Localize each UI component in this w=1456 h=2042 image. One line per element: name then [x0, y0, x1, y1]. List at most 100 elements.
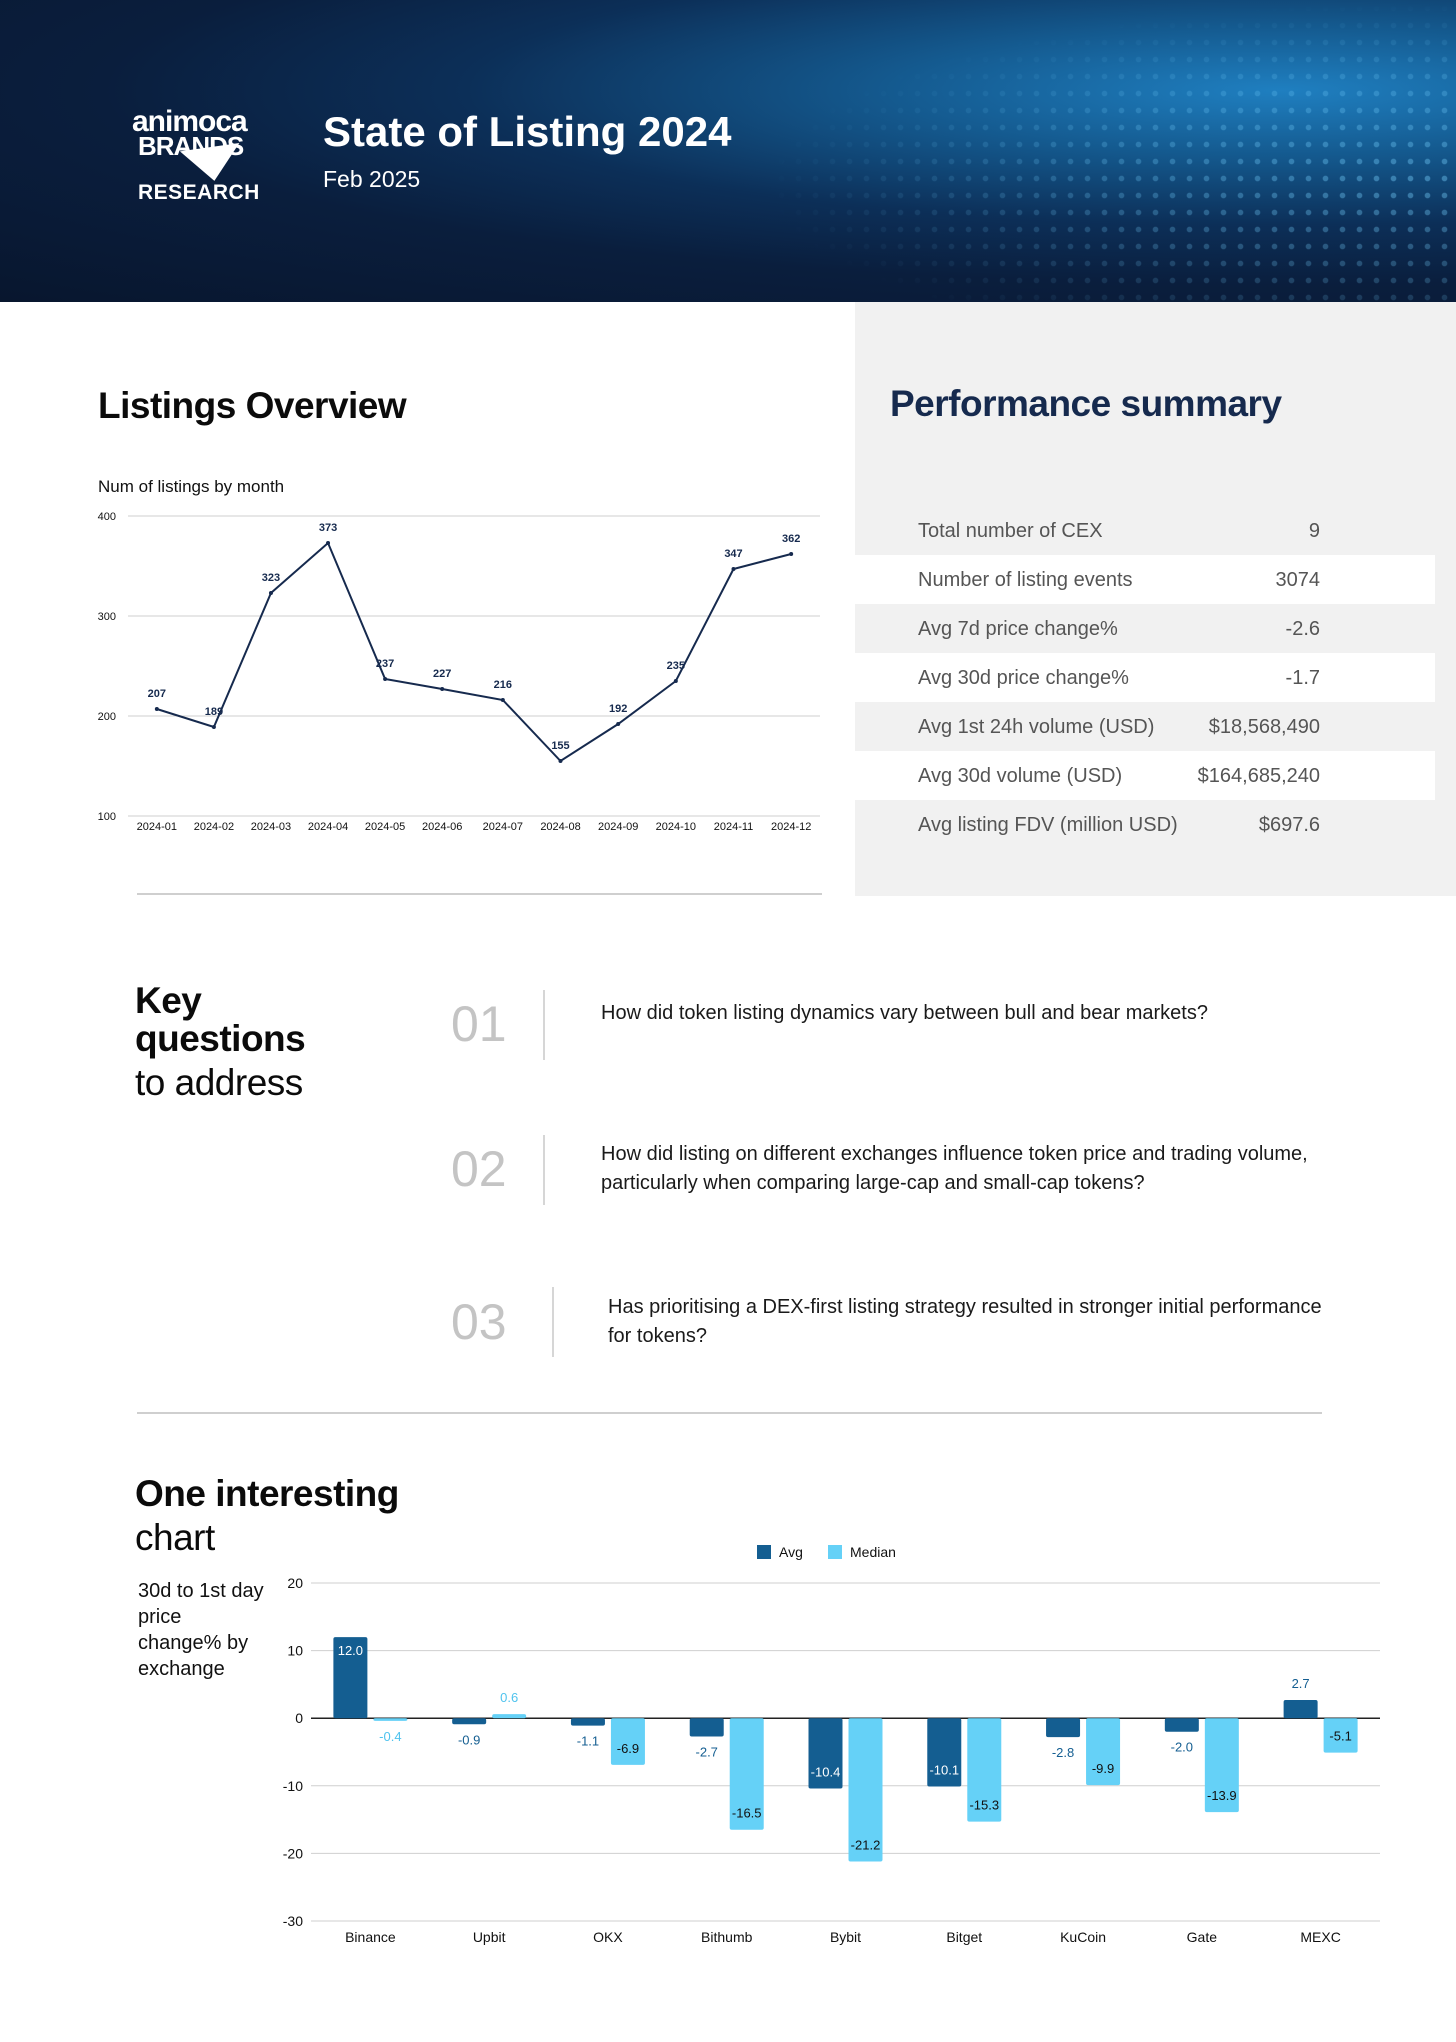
bar	[492, 1714, 527, 1719]
interesting-chart-heading: One interesting chart	[135, 1472, 399, 1560]
animoca-brands-logo: animoca BRANDS RESEARCH	[130, 105, 265, 210]
line-x-tick-label: 2024-05	[365, 821, 405, 833]
bar-data-label: -16.5	[732, 1806, 762, 1821]
line-data-label: 216	[494, 679, 512, 691]
bar-data-label: 12.0	[338, 1643, 363, 1658]
bar-data-label: -2.7	[696, 1744, 718, 1759]
line-data-label: 373	[319, 522, 337, 534]
line-x-tick-label: 2024-12	[771, 821, 811, 833]
perf-row-30d-volume: Avg 30d volume (USD) $164,685,240	[855, 751, 1435, 800]
bar-data-label: 2.7	[1292, 1676, 1310, 1691]
listings-overview-heading: Listings Overview	[98, 385, 407, 426]
perf-value: 3074	[1275, 569, 1321, 591]
bar-x-tick-label: OKX	[593, 1929, 623, 1945]
perf-row-24h-volume: Avg 1st 24h volume (USD) $18,568,490	[855, 702, 1435, 751]
line-data-label: 235	[667, 660, 685, 672]
bar	[1086, 1718, 1121, 1786]
bar	[610, 1718, 645, 1765]
line-y-tick-label: 100	[98, 811, 116, 823]
bar-y-tick-label: 0	[295, 1710, 303, 1726]
question-divider	[543, 1135, 545, 1205]
line-point	[383, 677, 388, 681]
perf-row-fdv: Avg listing FDV (million USD) $697.6	[855, 800, 1435, 849]
bar	[927, 1718, 962, 1787]
question-divider	[543, 990, 545, 1060]
line-x-tick-label: 2024-09	[598, 821, 638, 833]
line-chart-label: Num of listings by month	[98, 477, 285, 496]
report-header: animoca BRANDS RESEARCH State of Listing…	[0, 0, 1456, 302]
question-divider	[552, 1287, 554, 1357]
question-text: Has prioritising a DEX-first listing str…	[608, 1296, 1322, 1347]
bar-data-label: -0.4	[379, 1729, 401, 1744]
line-y-tick-label: 400	[98, 511, 116, 523]
bar	[729, 1718, 764, 1830]
question-text: How did listing on different exchanges i…	[601, 1143, 1308, 1194]
interesting-chart-description: 30d to 1st day price change% by exchange	[138, 1580, 264, 1680]
perf-label: Avg 30d volume (USD)	[918, 765, 1123, 787]
line-x-tick-label: 2024-03	[251, 821, 291, 833]
legend-swatch	[757, 1545, 771, 1559]
line-data-label: 347	[724, 548, 742, 560]
perf-label: Avg 1st 24h volume (USD)	[918, 716, 1155, 738]
bar-data-label: -0.9	[458, 1732, 480, 1747]
perf-label: Number of listing events	[918, 569, 1133, 591]
line-data-label: 155	[551, 740, 569, 752]
bar-x-tick-label: Bithumb	[701, 1929, 753, 1945]
report-title: State of Listing 2024	[323, 108, 732, 155]
line-point	[211, 725, 216, 729]
bar	[808, 1718, 843, 1789]
perf-value: $164,685,240	[1197, 765, 1320, 787]
bar	[1204, 1718, 1239, 1813]
perf-value: $697.6	[1258, 814, 1320, 836]
bar-y-tick-label: 10	[287, 1643, 303, 1659]
line-point	[440, 687, 445, 691]
line-point	[558, 759, 563, 763]
line-x-tick-label: 2024-01	[137, 821, 177, 833]
line-data-label: 237	[376, 658, 394, 670]
perf-row-avg-7d: Avg 7d price change% -2.6	[855, 604, 1435, 653]
bar	[1164, 1718, 1199, 1732]
bar-data-label: -9.9	[1092, 1761, 1114, 1776]
bar	[373, 1718, 408, 1721]
perf-value: $18,568,490	[1208, 716, 1320, 738]
bar-data-label: -10.1	[929, 1762, 959, 1777]
line-data-label: 192	[609, 703, 627, 715]
line-x-tick-label: 2024-10	[656, 821, 696, 833]
perf-row-total-cex: Total number of CEX 9	[855, 506, 1435, 555]
bar-y-tick-label: -10	[283, 1778, 303, 1794]
line-x-tick-label: 2024-11	[714, 821, 754, 833]
bar-x-tick-label: Gate	[1187, 1929, 1218, 1945]
perf-row-listing-events: Number of listing events 3074	[855, 555, 1435, 604]
performance-table: Total number of CEX 9 Number of listing e…	[855, 506, 1435, 849]
perf-row-avg-30d: Avg 30d price change% -1.7	[855, 653, 1435, 702]
line-data-label: 323	[262, 572, 280, 584]
kq-line2: questions	[135, 1018, 306, 1059]
bar-x-tick-label: Bitget	[946, 1929, 982, 1945]
legend-label: Avg	[779, 1544, 803, 1560]
bar-x-tick-label: Binance	[345, 1929, 396, 1945]
bar	[570, 1718, 605, 1726]
bar	[967, 1718, 1002, 1822]
bar-data-label: -1.1	[577, 1734, 599, 1749]
line-point	[154, 707, 159, 711]
perf-label: Avg listing FDV (million USD)	[918, 814, 1178, 836]
questions-divider	[137, 1412, 1322, 1414]
oic-line2: chart	[135, 1517, 215, 1558]
bar-data-label: -15.3	[969, 1798, 999, 1813]
logo-line1: animoca	[132, 105, 248, 138]
logo-line2: BRANDS	[138, 131, 244, 161]
bar-data-label: -10.4	[811, 1765, 841, 1780]
oic-line1: One interesting	[135, 1473, 399, 1514]
line-data-label: 207	[148, 688, 166, 700]
perf-label: Total number of CEX	[918, 520, 1103, 542]
line-data-label: 227	[433, 668, 451, 680]
bar-data-label: -6.9	[617, 1741, 639, 1756]
perf-label: Avg 30d price change%	[918, 667, 1129, 689]
bar-data-label: -13.9	[1207, 1788, 1237, 1803]
bar-x-tick-label: Upbit	[473, 1929, 506, 1945]
line-point	[673, 679, 678, 683]
kq-line3: to address	[135, 1062, 303, 1103]
legend-swatch	[828, 1545, 842, 1559]
perf-value: -2.6	[1285, 618, 1320, 640]
question-text: How did token listing dynamics vary betw…	[601, 1002, 1208, 1024]
